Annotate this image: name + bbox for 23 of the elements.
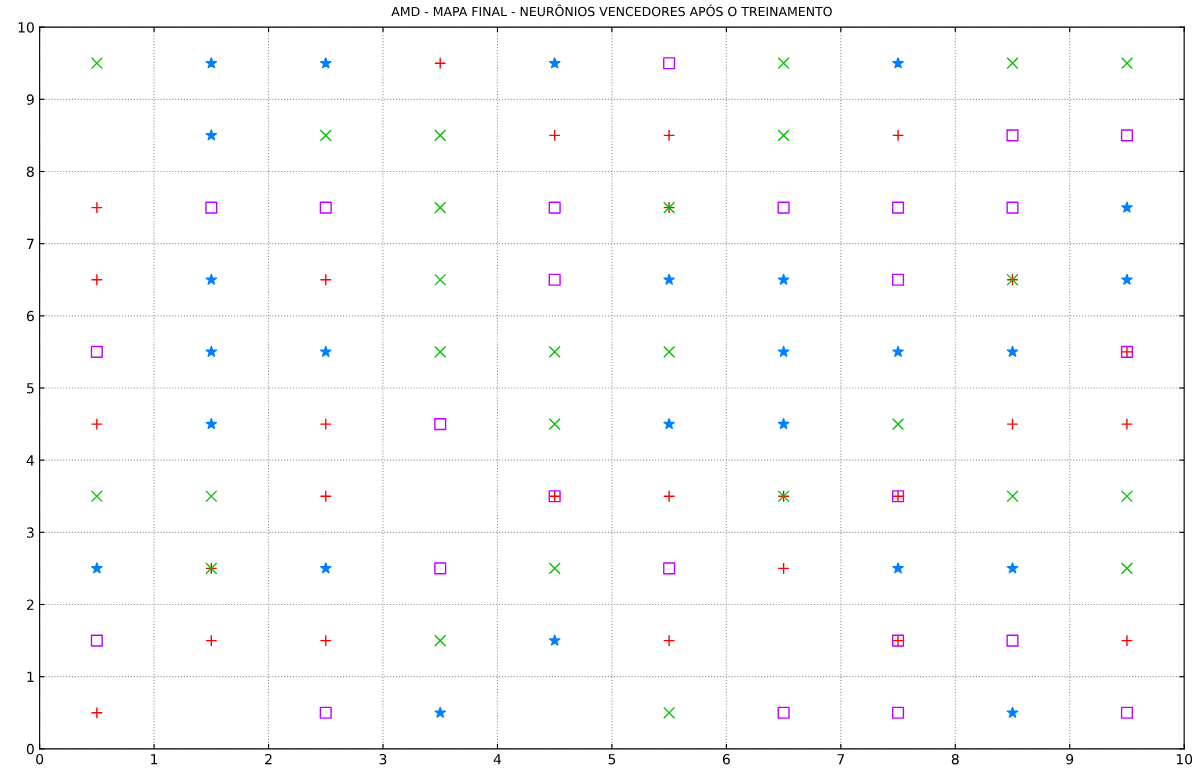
x-tick-label: 0 [36, 753, 44, 765]
y-tick-label: 2 [26, 599, 34, 610]
x-tick-label: 9 [1066, 753, 1074, 765]
y-tick-label: 8 [26, 166, 34, 177]
y-tick-label: 6 [26, 310, 34, 322]
x-tick-label: 4 [493, 754, 502, 765]
y-tick-label: 0 [26, 743, 34, 755]
x-tick-label: 7 [837, 754, 845, 765]
y-tick-label: 7 [27, 238, 34, 249]
y-tick-label: 9 [26, 94, 34, 105]
y-tick-label: 3 [26, 527, 34, 538]
x-tick-label: 6 [722, 753, 730, 765]
x-tick-label: 3 [379, 753, 387, 765]
y-tick-label: 10 [18, 22, 34, 33]
chart-title: AMD - MAPA FINAL - NEURÔNIOS VENCEDORES APÓS O TREINAMENTO [391, 4, 832, 17]
x-tick-label: 10 [1176, 753, 1193, 765]
x-tick-label: 1 [151, 754, 158, 765]
x-tick-label: 8 [951, 753, 959, 765]
y-tick-label: 1 [27, 671, 34, 682]
y-tick-label: 5 [27, 383, 34, 394]
y-tick-label: 4 [26, 455, 34, 466]
x-tick-label: 5 [608, 754, 616, 765]
x-tick-label: 2 [265, 753, 272, 765]
